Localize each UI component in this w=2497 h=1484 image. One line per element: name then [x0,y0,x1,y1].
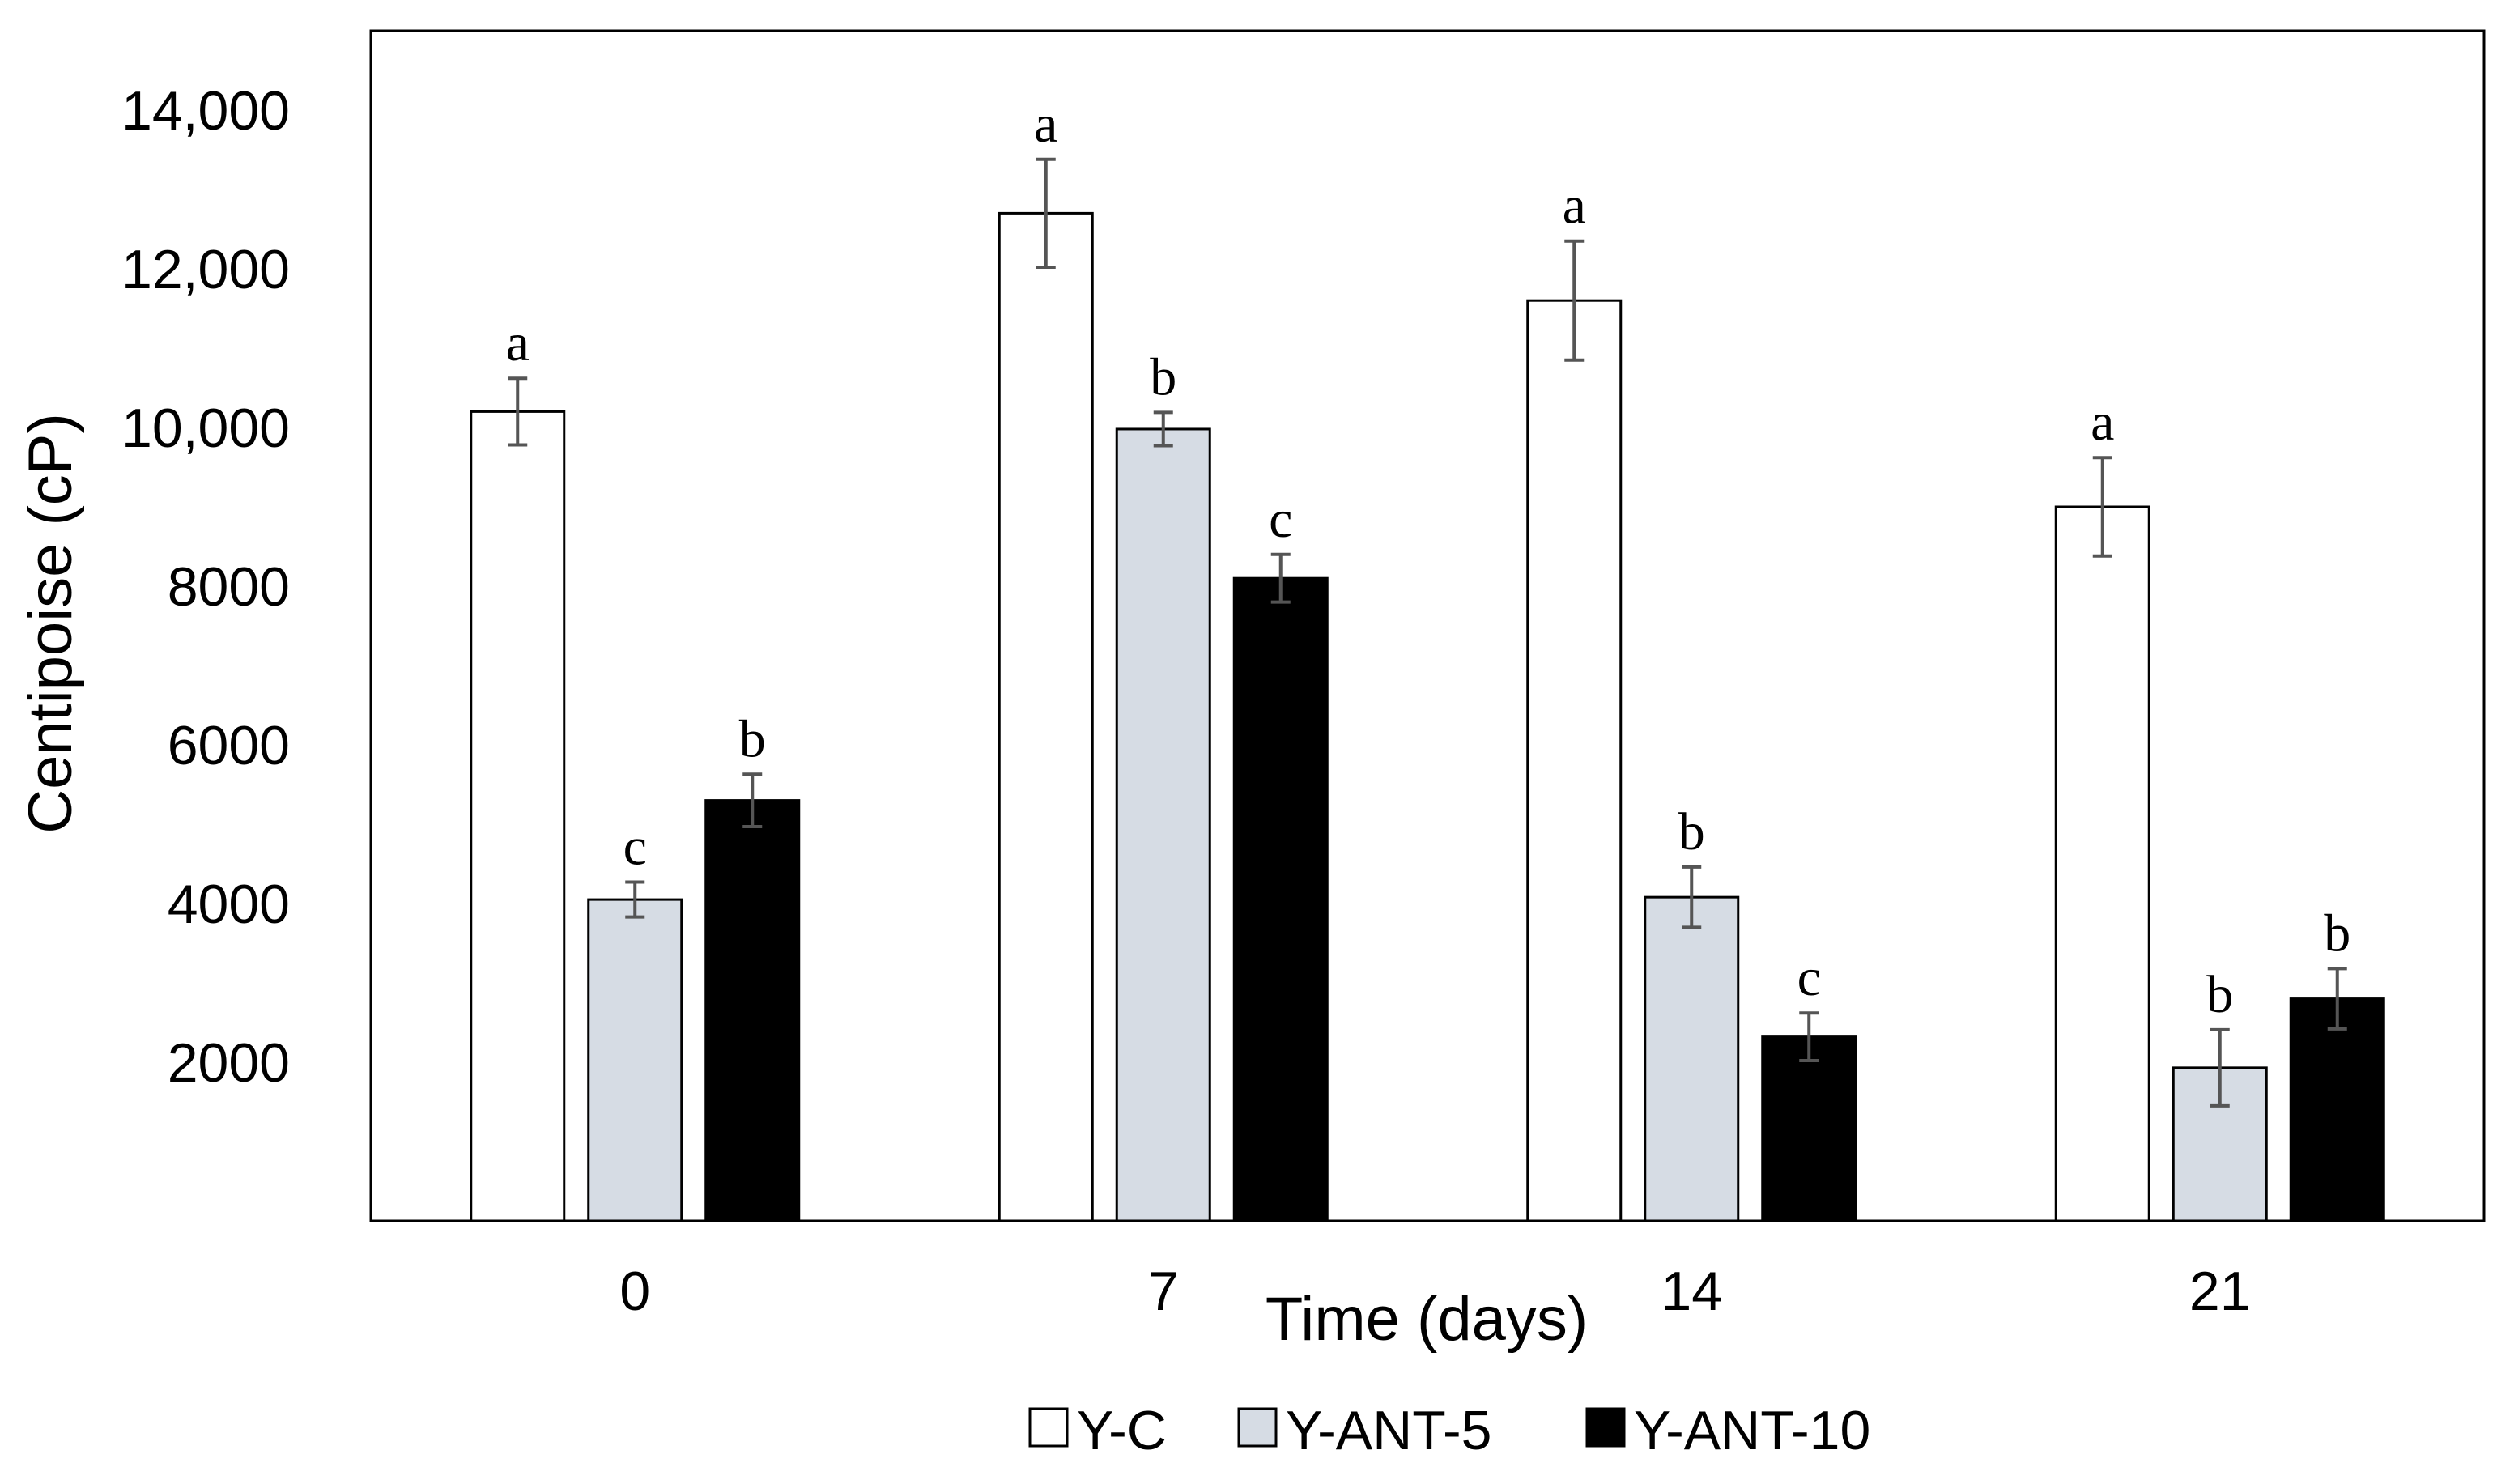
significance-letter: a [1034,95,1057,154]
legend-item-y-ant-5: Y-ANT-5 [1237,1400,1491,1461]
error-bar [2092,456,2112,558]
error-bar [1564,239,1585,362]
legend-swatch [1585,1407,1626,1448]
y-tick-label: 6000 [168,715,290,776]
error-bar [742,772,763,828]
bar-y-ant-10-day-7 [1232,576,1329,1222]
x-tick-label: 21 [2189,1261,2251,1322]
error-bars [508,157,2347,1108]
x-axis-ticks: 0 7 14 21 [619,1261,2250,1322]
legend-label: Y-ANT-5 [1286,1400,1491,1461]
legend-label: Y-ANT-10 [1634,1400,1870,1461]
significance-letter: a [1563,176,1586,236]
bar-y-ant-10-day-21 [2289,997,2385,1222]
error-bar [2327,967,2347,1031]
error-bar [2210,1027,2230,1108]
y-axis-title: Centipoise (cP) [16,413,85,834]
significance-letters: a a a a c b b b b c c b [506,95,2351,1024]
error-bar [1270,552,1291,604]
y-tick-label: 2000 [168,1032,290,1094]
significance-letter: b [2206,965,2233,1024]
significance-letter: c [623,818,647,877]
plot-area-frame [369,29,2486,1222]
significance-letter: c [1797,948,1821,1007]
bar-y-ant-5-day-7 [1115,427,1211,1222]
x-axis-title: Time (days) [1266,1285,1588,1354]
significance-letter: a [2091,393,2114,452]
error-bar [1036,157,1056,270]
y-tick-label: 4000 [168,874,290,935]
error-bar [508,376,528,447]
x-tick-label: 7 [1148,1261,1179,1322]
error-bar [1799,1011,1819,1063]
bar-y-ant-5-day-14 [1644,895,1740,1222]
bar-y-ant-5-day-0 [587,898,683,1222]
bars [470,211,2385,1222]
significance-letter: b [2324,904,2350,963]
legend-swatch [1237,1407,1278,1448]
legend-item-y-ant-10: Y-ANT-10 [1585,1400,1870,1461]
bar-y-ant-10-day-0 [704,799,801,1222]
x-tick-label: 0 [619,1261,650,1322]
y-tick-label: 10,000 [121,398,290,459]
legend-item-y-c: Y-C [1028,1400,1167,1461]
y-tick-label: 8000 [168,556,290,618]
y-tick-label: 14,000 [121,80,290,142]
x-tick-label: 14 [1661,1261,1722,1322]
bar-y-ant-10-day-14 [1761,1035,1857,1222]
significance-letter: c [1269,490,1292,549]
y-tick-label: 12,000 [121,239,290,300]
legend-label: Y-C [1077,1400,1167,1461]
bar-y-c-day-7 [998,211,1094,1222]
significance-letter: b [1678,802,1705,861]
bar-y-c-day-0 [470,410,566,1222]
y-axis-ticks: 2000 4000 6000 8000 10,000 12,000 14,000 [121,80,290,1094]
significance-letter: b [1150,347,1176,406]
error-bar [1153,410,1173,448]
bar-y-c-day-14 [1526,299,1623,1222]
legend-swatch [1028,1407,1069,1448]
error-bar [1682,865,1702,929]
error-bar [625,880,645,919]
legend: Y-C Y-ANT-5 Y-ANT-10 [1028,1400,1870,1461]
significance-letter: b [739,709,766,768]
bar-y-c-day-21 [2054,505,2150,1222]
significance-letter: a [506,313,530,372]
